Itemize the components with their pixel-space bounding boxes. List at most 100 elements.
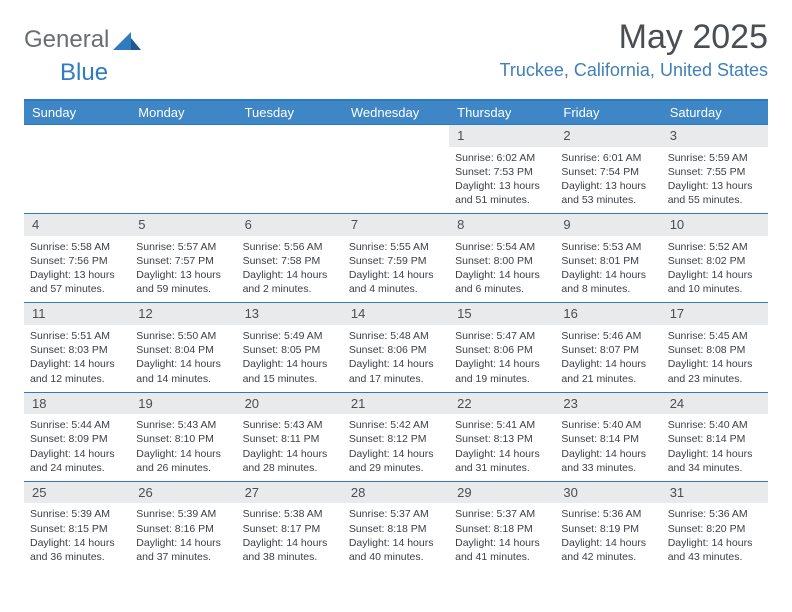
sunset-line: Sunset: 8:20 PM — [668, 522, 762, 536]
daylight-line: Daylight: 14 hours and 4 minutes. — [349, 268, 443, 296]
daylight-line: Daylight: 14 hours and 19 minutes. — [455, 357, 549, 385]
location-line: Truckee, California, United States — [500, 60, 768, 81]
day-number: 29 — [449, 482, 555, 504]
day-number: 2 — [555, 125, 661, 147]
sunrise-line: Sunrise: 5:48 AM — [349, 329, 443, 343]
sunrise-line: Sunrise: 5:40 AM — [561, 418, 655, 432]
day-number: 5 — [130, 214, 236, 236]
daylight-line: Daylight: 14 hours and 12 minutes. — [30, 357, 124, 385]
weeks-container: 1Sunrise: 6:02 AMSunset: 7:53 PMDaylight… — [24, 124, 768, 570]
daylight-line: Daylight: 14 hours and 37 minutes. — [136, 536, 230, 564]
day-number: 14 — [343, 303, 449, 325]
sunset-line: Sunset: 8:10 PM — [136, 432, 230, 446]
day-number: 24 — [662, 393, 768, 415]
sunrise-line: Sunrise: 5:43 AM — [136, 418, 230, 432]
week-row: 4Sunrise: 5:58 AMSunset: 7:56 PMDaylight… — [24, 213, 768, 302]
sunrise-line: Sunrise: 5:52 AM — [668, 240, 762, 254]
sunrise-line: Sunrise: 5:37 AM — [349, 507, 443, 521]
calendar-page: General May 2025 Truckee, California, Un… — [0, 0, 792, 590]
sunrise-line: Sunrise: 5:36 AM — [561, 507, 655, 521]
day-cell: 6Sunrise: 5:56 AMSunset: 7:58 PMDaylight… — [237, 214, 343, 302]
sunset-line: Sunset: 8:04 PM — [136, 343, 230, 357]
sunrise-line: Sunrise: 5:45 AM — [668, 329, 762, 343]
day-number — [24, 125, 130, 147]
week-row: 18Sunrise: 5:44 AMSunset: 8:09 PMDayligh… — [24, 392, 768, 481]
day-cell: 14Sunrise: 5:48 AMSunset: 8:06 PMDayligh… — [343, 303, 449, 391]
day-cell — [24, 125, 130, 213]
brand-logo: General — [24, 26, 117, 54]
sunrise-line: Sunrise: 5:56 AM — [243, 240, 337, 254]
sunset-line: Sunset: 8:01 PM — [561, 254, 655, 268]
day-cell: 9 Sunrise: 5:53 AMSunset: 8:01 PMDaylight… — [555, 214, 661, 302]
daylight-line: Daylight: 14 hours and 23 minutes. — [668, 357, 762, 385]
day-number: 21 — [343, 393, 449, 415]
day-cell: 4 Sunrise: 5:58 AMSunset: 7:56 PMDaylight… — [24, 214, 130, 302]
daylight-line: Daylight: 14 hours and 24 minutes. — [30, 447, 124, 475]
brand-part1: General — [24, 26, 109, 54]
sunset-line: Sunset: 8:12 PM — [349, 432, 443, 446]
daylight-line: Daylight: 14 hours and 40 minutes. — [349, 536, 443, 564]
day-number: 4 — [24, 214, 130, 236]
dow-sunday: Sunday — [24, 101, 130, 124]
dow-row: Sunday Monday Tuesday Wednesday Thursday… — [24, 101, 768, 124]
sunrise-line: Sunrise: 5:44 AM — [30, 418, 124, 432]
sunset-line: Sunset: 8:18 PM — [349, 522, 443, 536]
day-number: 3 — [662, 125, 768, 147]
sunset-line: Sunset: 8:09 PM — [30, 432, 124, 446]
day-number — [130, 125, 236, 147]
sunset-line: Sunset: 7:55 PM — [668, 165, 762, 179]
sunrise-line: Sunrise: 6:02 AM — [455, 151, 549, 165]
daylight-line: Daylight: 14 hours and 14 minutes. — [136, 357, 230, 385]
sunrise-line: Sunrise: 5:55 AM — [349, 240, 443, 254]
daylight-line: Daylight: 14 hours and 34 minutes. — [668, 447, 762, 475]
dow-thursday: Thursday — [449, 101, 555, 124]
day-number: 28 — [343, 482, 449, 504]
sunrise-line: Sunrise: 5:49 AM — [243, 329, 337, 343]
daylight-line: Daylight: 14 hours and 43 minutes. — [668, 536, 762, 564]
sunset-line: Sunset: 8:18 PM — [455, 522, 549, 536]
sunset-line: Sunset: 7:56 PM — [30, 254, 124, 268]
day-cell — [237, 125, 343, 213]
day-number: 9 — [555, 214, 661, 236]
daylight-line: Daylight: 14 hours and 8 minutes. — [561, 268, 655, 296]
sunset-line: Sunset: 8:06 PM — [455, 343, 549, 357]
calendar-grid: Sunday Monday Tuesday Wednesday Thursday… — [24, 99, 768, 570]
day-cell: 21Sunrise: 5:42 AMSunset: 8:12 PMDayligh… — [343, 393, 449, 481]
day-cell: 15Sunrise: 5:47 AMSunset: 8:06 PMDayligh… — [449, 303, 555, 391]
day-number: 16 — [555, 303, 661, 325]
day-number: 8 — [449, 214, 555, 236]
daylight-line: Daylight: 14 hours and 2 minutes. — [243, 268, 337, 296]
daylight-line: Daylight: 14 hours and 26 minutes. — [136, 447, 230, 475]
sunset-line: Sunset: 8:03 PM — [30, 343, 124, 357]
daylight-line: Daylight: 13 hours and 57 minutes. — [30, 268, 124, 296]
day-number: 13 — [237, 303, 343, 325]
sunset-line: Sunset: 8:16 PM — [136, 522, 230, 536]
day-cell: 13Sunrise: 5:49 AMSunset: 8:05 PMDayligh… — [237, 303, 343, 391]
sunset-line: Sunset: 8:14 PM — [561, 432, 655, 446]
sunset-line: Sunset: 7:59 PM — [349, 254, 443, 268]
day-number: 15 — [449, 303, 555, 325]
dow-wednesday: Wednesday — [343, 101, 449, 124]
daylight-line: Daylight: 14 hours and 38 minutes. — [243, 536, 337, 564]
sunrise-line: Sunrise: 5:59 AM — [668, 151, 762, 165]
day-number — [237, 125, 343, 147]
day-cell: 25Sunrise: 5:39 AMSunset: 8:15 PMDayligh… — [24, 482, 130, 570]
day-number: 12 — [130, 303, 236, 325]
dow-saturday: Saturday — [662, 101, 768, 124]
sunrise-line: Sunrise: 5:41 AM — [455, 418, 549, 432]
daylight-line: Daylight: 13 hours and 59 minutes. — [136, 268, 230, 296]
daylight-line: Daylight: 14 hours and 36 minutes. — [30, 536, 124, 564]
week-row: 11Sunrise: 5:51 AMSunset: 8:03 PMDayligh… — [24, 302, 768, 391]
day-number: 19 — [130, 393, 236, 415]
day-cell: 2Sunrise: 6:01 AMSunset: 7:54 PMDaylight… — [555, 125, 661, 213]
sunrise-line: Sunrise: 5:58 AM — [30, 240, 124, 254]
day-cell: 5Sunrise: 5:57 AMSunset: 7:57 PMDaylight… — [130, 214, 236, 302]
daylight-line: Daylight: 14 hours and 29 minutes. — [349, 447, 443, 475]
dow-tuesday: Tuesday — [237, 101, 343, 124]
sunset-line: Sunset: 8:11 PM — [243, 432, 337, 446]
sunrise-line: Sunrise: 5:53 AM — [561, 240, 655, 254]
sunset-line: Sunset: 7:54 PM — [561, 165, 655, 179]
sunset-line: Sunset: 8:06 PM — [349, 343, 443, 357]
day-cell: 11Sunrise: 5:51 AMSunset: 8:03 PMDayligh… — [24, 303, 130, 391]
day-cell: 12Sunrise: 5:50 AMSunset: 8:04 PMDayligh… — [130, 303, 236, 391]
